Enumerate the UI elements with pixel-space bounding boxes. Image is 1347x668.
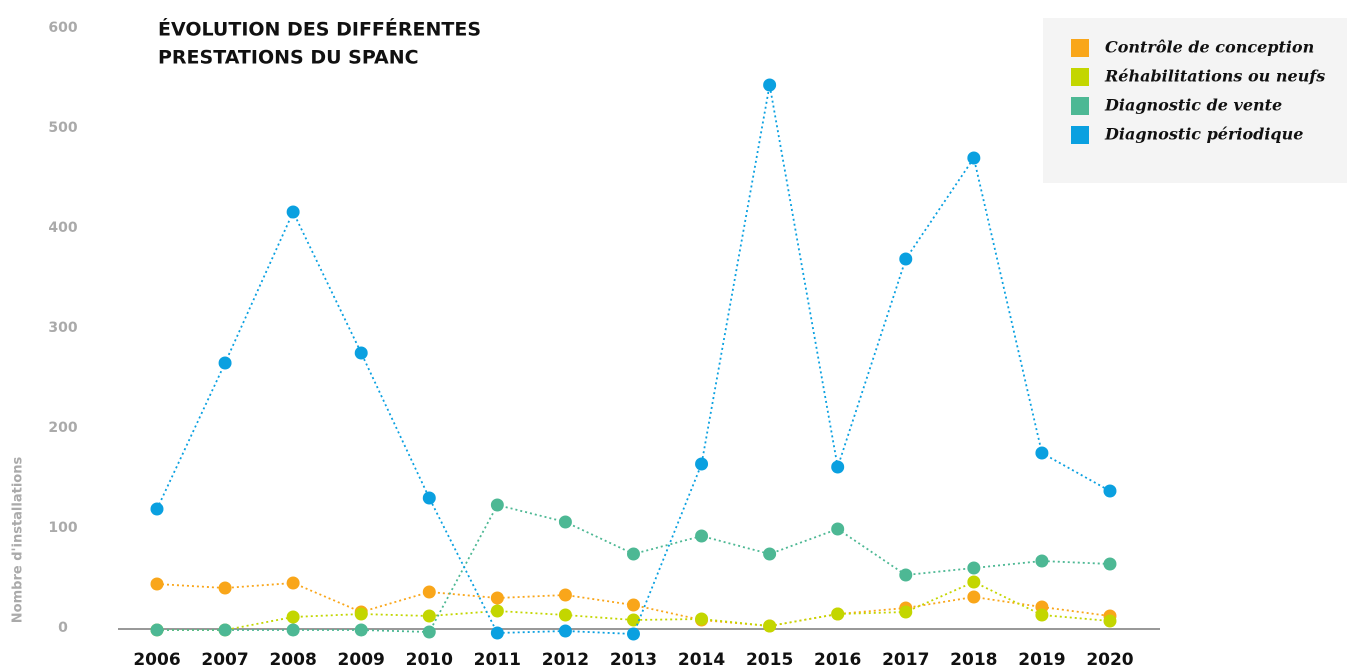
data-point [763,547,777,561]
chart-title: ÉVOLUTION DES DIFFÉRENTES [158,18,481,41]
data-point [967,575,981,589]
data-point [354,346,368,360]
data-point [1103,557,1117,571]
data-point [150,502,164,516]
x-tick-label: 2007 [201,650,248,668]
data-point [218,581,232,595]
data-point [626,547,640,561]
data-point [831,522,845,536]
data-point [490,591,504,605]
data-point [490,498,504,512]
legend-swatch [1071,39,1089,57]
data-point [150,623,164,637]
legend-label: Contrôle de conception [1105,38,1314,57]
legend-label: Réhabilitations ou neufs [1104,67,1325,86]
data-point [1035,446,1049,460]
legend-swatch [1071,68,1089,86]
data-point [558,624,572,638]
y-tick-label: 300 [48,320,77,336]
y-tick-label: 100 [48,520,77,536]
data-point [967,590,981,604]
data-point [490,626,504,640]
chart-title: PRESTATIONS DU SPANC [158,47,419,69]
x-tick-label: 2016 [814,650,861,668]
data-point [695,529,709,543]
data-point [422,491,436,505]
data-point [218,623,232,637]
legend-swatch [1071,126,1089,144]
x-tick-label: 2006 [133,650,180,668]
data-point [286,205,300,219]
data-point [558,515,572,529]
x-tick-label: 2018 [950,650,997,668]
data-point [899,605,913,619]
data-point [831,460,845,474]
legend-label: Diagnostic de vente [1104,96,1282,115]
data-point [831,607,845,621]
data-point [218,356,232,370]
series-line [157,503,1111,633]
y-tick-label: 200 [48,420,77,436]
data-point [354,623,368,637]
data-point [695,457,709,471]
data-point [422,609,436,623]
series-line [157,581,1111,631]
x-tick-label: 2015 [746,650,793,668]
data-point [967,151,981,165]
data-point [1035,608,1049,622]
data-point [1103,614,1117,628]
legend-swatch [1071,97,1089,115]
data-point [695,612,709,626]
x-tick-label: 2013 [610,650,657,668]
data-point [763,78,777,92]
x-tick-label: 2020 [1086,650,1133,668]
data-point [899,568,913,582]
data-point [422,585,436,599]
x-tick-label: 2019 [1018,650,1065,668]
x-tick-label: 2009 [338,650,385,668]
data-point [558,608,572,622]
data-point [558,588,572,602]
data-point [422,625,436,639]
y-tick-label: 0 [58,620,68,636]
data-point [626,627,640,641]
x-tick-label: 2008 [269,650,316,668]
legend-box [1043,18,1347,183]
legend-label: Diagnostic périodique [1104,125,1303,144]
x-tick-label: 2017 [882,650,929,668]
x-tick-label: 2014 [678,650,725,668]
data-point [1035,554,1049,568]
data-point [626,598,640,612]
data-point [354,607,368,621]
data-point [286,610,300,624]
data-point [967,561,981,575]
data-point [626,613,640,627]
data-point [286,576,300,590]
data-point [490,604,504,618]
data-point [899,252,913,266]
data-point [286,623,300,637]
y-tick-label: 400 [48,220,77,236]
x-tick-label: 2011 [474,650,521,668]
x-tick-label: 2010 [406,650,453,668]
data-point [150,577,164,591]
y-axis-label: Nombre d'installations [11,457,26,624]
y-tick-label: 500 [48,120,77,136]
y-tick-label: 600 [48,20,77,36]
data-point [1103,484,1117,498]
x-tick-label: 2012 [542,650,589,668]
data-point [763,619,777,633]
